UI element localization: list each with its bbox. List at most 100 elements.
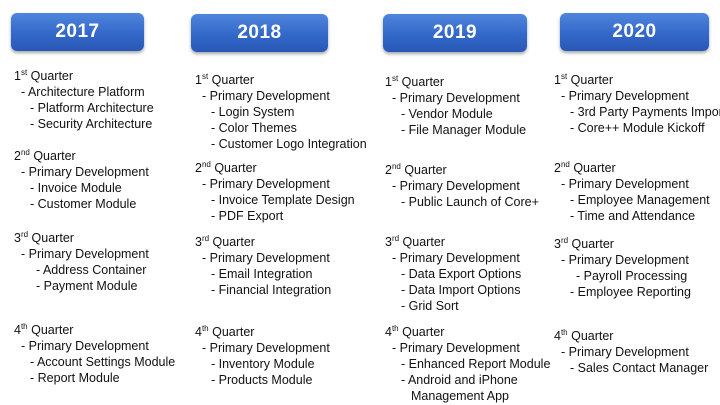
quarter-number: 2 [195,161,202,175]
roadmap-item: - 3rd Party Payments Import [570,105,720,119]
roadmap-item: - Invoice Module [30,181,122,195]
quarter-title: 2nd Quarter [14,148,149,164]
roadmap-item: - Data Import Options [401,283,521,297]
roadmap-item: - Platform Architecture [30,101,154,115]
roadmap-item: - Employee Reporting [570,285,691,299]
quarter-ordinal-suffix: rd [20,229,29,239]
quarter-word: Quarter [398,75,445,89]
quarter-ordinal-suffix: th [560,327,568,337]
roadmap-item: - Primary Development [202,251,330,265]
quarter-block: 2nd Quarter - Primary Development - Employ… [554,160,710,224]
roadmap-item: - Products Module [211,373,313,387]
quarter-block: 2nd Quarter - Primary Development - Invoic… [195,160,355,224]
roadmap-item: - Primary Development [561,89,689,103]
quarter-title: 1st Quarter [195,72,367,88]
quarter-word: Quarter [400,163,447,177]
quarter-block: 3rd Quarter - Primary Development - Payrol… [554,236,691,300]
quarter-title: 4th Quarter [14,322,175,338]
roadmap-item: - Data Export Options [401,267,522,281]
roadmap-item: - Payment Module [36,279,138,293]
quarter-number: 4 [554,329,561,343]
quarter-title: 1st Quarter [554,72,720,88]
quarter-block: 1st Quarter - Primary Development - 3rd Pa… [554,72,720,136]
quarter-ordinal-suffix: th [20,321,28,331]
roadmap-item: - File Manager Module [401,123,527,137]
quarter-block: 1st Quarter - Architecture Platform - Plat… [14,68,154,132]
roadmap-item: - Primary Development [392,341,520,355]
roadmap-item: - Inventory Module [211,357,315,371]
roadmap-item: - Primary Development [21,247,149,261]
roadmap-item: - Grid Sort [401,299,459,313]
quarter-number: 3 [554,237,561,251]
quarter-block: 4th Quarter - Primary Development - Invent… [195,324,330,388]
year-header-2017: 2017 [11,13,144,51]
quarter-block: 3rd Quarter - Primary Development - Data E… [385,234,521,314]
quarter-title: 3rd Quarter [385,234,521,250]
roadmap-item: - Time and Attendance [570,209,696,223]
quarter-word: Quarter [210,161,257,175]
roadmap-item: - Primary Development [561,345,689,359]
roadmap-item: - Primary Development [392,251,520,265]
roadmap-item: - Primary Development [561,177,689,191]
roadmap-item: - PDF Export [211,209,284,223]
quarter-number: 3 [14,231,21,245]
quarter-number: 1 [385,75,392,89]
quarter-word: Quarter [567,73,614,87]
quarter-word: Quarter [28,231,74,245]
quarter-number: 2 [385,163,392,177]
quarter-word: Quarter [567,329,614,343]
roadmap-item: - Invoice Template Design [211,193,355,207]
quarter-ordinal-suffix: st [20,67,28,77]
roadmap-item: - Employee Management [570,193,710,207]
roadmap-item: - Primary Development [21,165,149,179]
quarter-word: Quarter [27,323,74,337]
quarter-block: 1st Quarter - Primary Development - Login … [195,72,367,152]
quarter-title: 2nd Quarter [554,160,710,176]
quarter-word: Quarter [27,69,74,83]
quarter-number: 3 [195,235,202,249]
quarter-word: Quarter [398,325,445,339]
quarter-ordinal-suffix: nd [20,147,30,157]
roadmap-item: - Primary Development [202,177,330,191]
quarter-word: Quarter [568,237,614,251]
quarter-word: Quarter [208,73,255,87]
roadmap-item: - Public Launch of Core+ [401,195,539,209]
quarter-title: 3rd Quarter [14,230,149,246]
quarter-ordinal-suffix: th [201,323,209,333]
quarter-block: 4th Quarter - Primary Development - Accoun… [14,322,175,386]
roadmap-item: - Payroll Processing [576,269,688,283]
quarter-title: 4th Quarter [195,324,330,340]
quarter-block: 4th Quarter - Primary Development - Enhanc… [385,324,550,404]
roadmap-item: - Vendor Module [401,107,493,121]
quarter-block: 4th Quarter - Primary Development - Sales … [554,328,708,376]
roadmap-item: - Account Settings Module [30,355,176,369]
roadmap-item: - Primary Development [21,339,149,353]
quarter-title: 4th Quarter [385,324,550,340]
quarter-block: 2nd Quarter - Primary Development - Invoic… [14,148,149,212]
roadmap-item: - Primary Development [392,91,520,105]
quarter-ordinal-suffix: st [391,73,399,83]
quarter-title: 4th Quarter [554,328,708,344]
roadmap-item: - Primary Development [392,179,520,193]
quarter-ordinal-suffix: rd [560,235,569,245]
roadmap-item: - Security Architecture [30,117,153,131]
quarter-block: 2nd Quarter - Primary Development - Public… [385,162,539,210]
roadmap-item: - Email Integration [211,267,313,281]
roadmap-item: - Report Module [30,371,120,385]
roadmap-item: - Primary Development [202,341,330,355]
quarter-title: 2nd Quarter [195,160,355,176]
roadmap-item: - Primary Development [202,89,330,103]
year-header-2018: 2018 [191,14,328,52]
quarter-number: 2 [14,149,21,163]
roadmap-item: - Architecture Platform [21,85,145,99]
quarter-number: 1 [554,73,561,87]
roadmap-item: - Sales Contact Manager [570,361,709,375]
roadmap-item: - Login System [211,105,295,119]
roadmap-item: - Customer Module [30,197,137,211]
quarter-number: 4 [14,323,21,337]
quarter-number: 3 [385,235,392,249]
roadmap-item: - Core++ Module Kickoff [570,121,705,135]
year-header-2020: 2020 [560,13,709,51]
quarter-ordinal-suffix: nd [560,159,570,169]
quarter-title: 2nd Quarter [385,162,539,178]
